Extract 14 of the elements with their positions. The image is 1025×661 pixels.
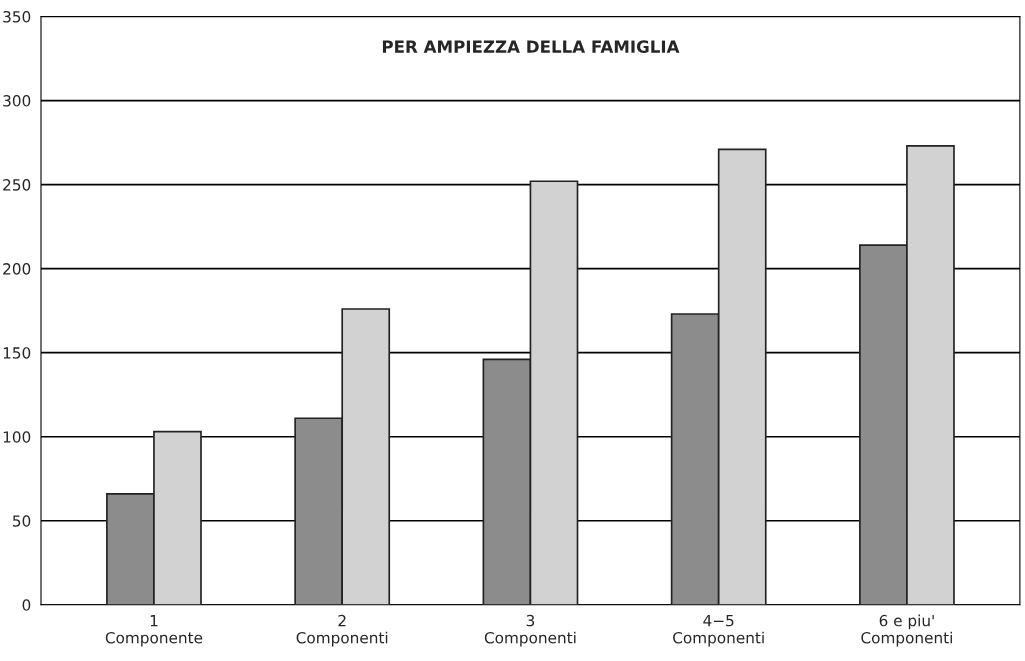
y-tick-label: 50 <box>13 515 31 527</box>
x-tick-label: 6 e piu' Componenti <box>861 614 952 647</box>
x-tick-label: 3 Componenti <box>484 614 576 647</box>
y-tick-label: 100 <box>3 431 31 443</box>
x-tick-label: 2 Componenti <box>296 614 388 647</box>
y-tick-label: 350 <box>3 10 31 23</box>
y-tick-label: 200 <box>3 263 31 275</box>
x-tick-label: 1 Componente <box>105 615 203 647</box>
y-tick-label: 250 <box>3 179 31 191</box>
text: PER AMPIEZZA DELLA FAMIGLIA <box>382 40 680 53</box>
y-tick-label: 300 <box>3 95 31 107</box>
y-tick-label: 0 <box>22 599 31 611</box>
y-tick-label: 150 <box>3 347 31 359</box>
x-tick-label: 4−5 Componenti <box>673 615 764 647</box>
